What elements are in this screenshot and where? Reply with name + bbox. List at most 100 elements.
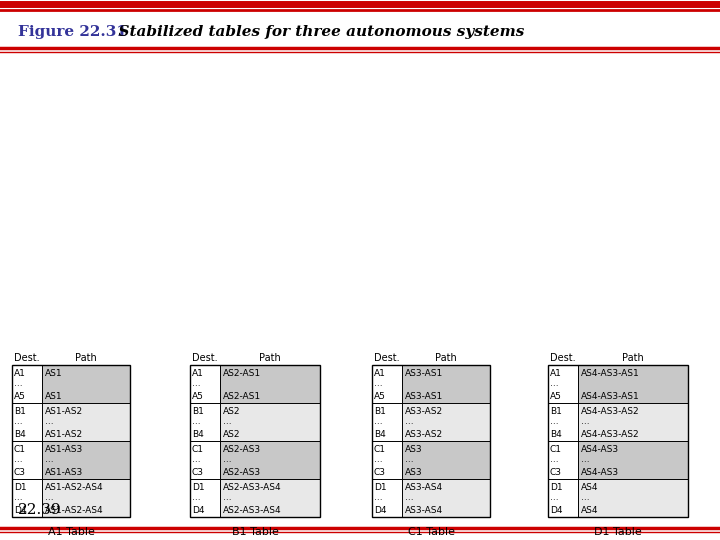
Text: D1: D1 [550,483,562,492]
Text: D1: D1 [192,483,204,492]
Text: A5: A5 [192,392,204,401]
Text: C1: C1 [374,445,386,454]
Text: Dest.: Dest. [14,353,40,363]
Text: ...: ... [405,417,413,427]
Bar [548,365,688,517]
Text: Figure 22.31: Figure 22.31 [18,25,127,39]
Text: B1: B1 [550,407,562,416]
Text: D1: D1 [14,483,27,492]
Bar [42,365,130,403]
Text: ...: ... [374,494,382,503]
Text: AS3-AS4: AS3-AS4 [405,483,443,492]
Bar [190,403,220,441]
Text: C3: C3 [14,468,26,477]
Text: ...: ... [581,494,590,503]
Bar [372,365,490,517]
Bar [12,441,42,479]
Text: C1: C1 [550,445,562,454]
Text: ...: ... [45,417,53,427]
Text: ...: ... [581,456,590,464]
Bar [220,403,320,441]
Text: ...: ... [374,380,382,388]
Text: ...: ... [14,494,22,503]
Bar [402,403,490,441]
Bar [372,441,402,479]
Text: B1: B1 [14,407,26,416]
Text: AS2-AS1: AS2-AS1 [223,392,261,401]
Text: A1: A1 [14,369,26,378]
Text: AS3-AS1: AS3-AS1 [405,392,444,401]
Text: AS1-AS3: AS1-AS3 [45,445,84,454]
Bar [578,441,688,479]
Text: ...: ... [374,456,382,464]
Text: D4: D4 [14,505,27,515]
Bar [42,441,130,479]
Text: AS4-AS3-AS1: AS4-AS3-AS1 [581,392,640,401]
Text: B1 Table: B1 Table [232,527,279,537]
Text: AS3: AS3 [405,445,423,454]
Text: AS4: AS4 [581,483,598,492]
Text: AS3-AS2: AS3-AS2 [405,430,443,438]
Text: AS3: AS3 [405,468,423,477]
Text: C1: C1 [192,445,204,454]
Text: C1 Table: C1 Table [408,527,454,537]
Text: C1: C1 [14,445,26,454]
Text: ...: ... [192,456,201,464]
Text: AS1-AS2: AS1-AS2 [45,430,83,438]
Text: AS2-AS3: AS2-AS3 [223,468,261,477]
Text: AS2-AS3-AS4: AS2-AS3-AS4 [223,483,282,492]
Text: AS2-AS3-AS4: AS2-AS3-AS4 [223,505,282,515]
Text: AS1-AS2: AS1-AS2 [45,407,83,416]
Text: B4: B4 [192,430,204,438]
Text: ...: ... [192,494,201,503]
Bar [402,441,490,479]
Bar [12,403,42,441]
Text: ...: ... [223,494,232,503]
Text: C3: C3 [374,468,386,477]
Text: D4: D4 [192,505,204,515]
Text: AS3-AS4: AS3-AS4 [405,505,443,515]
Text: D4: D4 [374,505,387,515]
Bar [578,365,688,403]
Text: 22.39: 22.39 [18,503,62,517]
Bar [190,479,220,517]
Bar [548,441,578,479]
Text: B4: B4 [14,430,26,438]
Bar [402,365,490,403]
Text: ...: ... [223,456,232,464]
Text: AS2-AS1: AS2-AS1 [223,369,261,378]
Text: ...: ... [550,380,559,388]
Bar [578,403,688,441]
Text: Path: Path [435,353,457,363]
Text: A1: A1 [550,369,562,378]
Bar [402,479,490,517]
Bar [372,365,402,403]
Text: A1: A1 [192,369,204,378]
Text: Dest.: Dest. [374,353,400,363]
Text: A5: A5 [374,392,386,401]
Text: A1: A1 [374,369,386,378]
Text: ...: ... [550,417,559,427]
Text: AS4-AS3-AS2: AS4-AS3-AS2 [581,407,639,416]
Text: AS1-AS2-AS4: AS1-AS2-AS4 [45,483,104,492]
Text: B1: B1 [374,407,386,416]
Text: Path: Path [75,353,97,363]
Text: AS2-AS3: AS2-AS3 [223,445,261,454]
Text: C3: C3 [192,468,204,477]
Bar [548,403,578,441]
Text: AS4: AS4 [581,505,598,515]
Text: B4: B4 [550,430,562,438]
Text: AS1: AS1 [45,392,63,401]
Bar [190,441,220,479]
Text: AS4-AS3-AS1: AS4-AS3-AS1 [581,369,640,378]
Text: AS2: AS2 [223,430,240,438]
Text: ...: ... [581,417,590,427]
Text: D1: D1 [374,483,387,492]
Text: ...: ... [14,380,22,388]
Bar [548,365,578,403]
Text: AS1-AS3: AS1-AS3 [45,468,84,477]
Bar [12,479,42,517]
Bar [190,365,220,403]
Text: AS4-AS3-AS2: AS4-AS3-AS2 [581,430,639,438]
Text: ...: ... [14,456,22,464]
